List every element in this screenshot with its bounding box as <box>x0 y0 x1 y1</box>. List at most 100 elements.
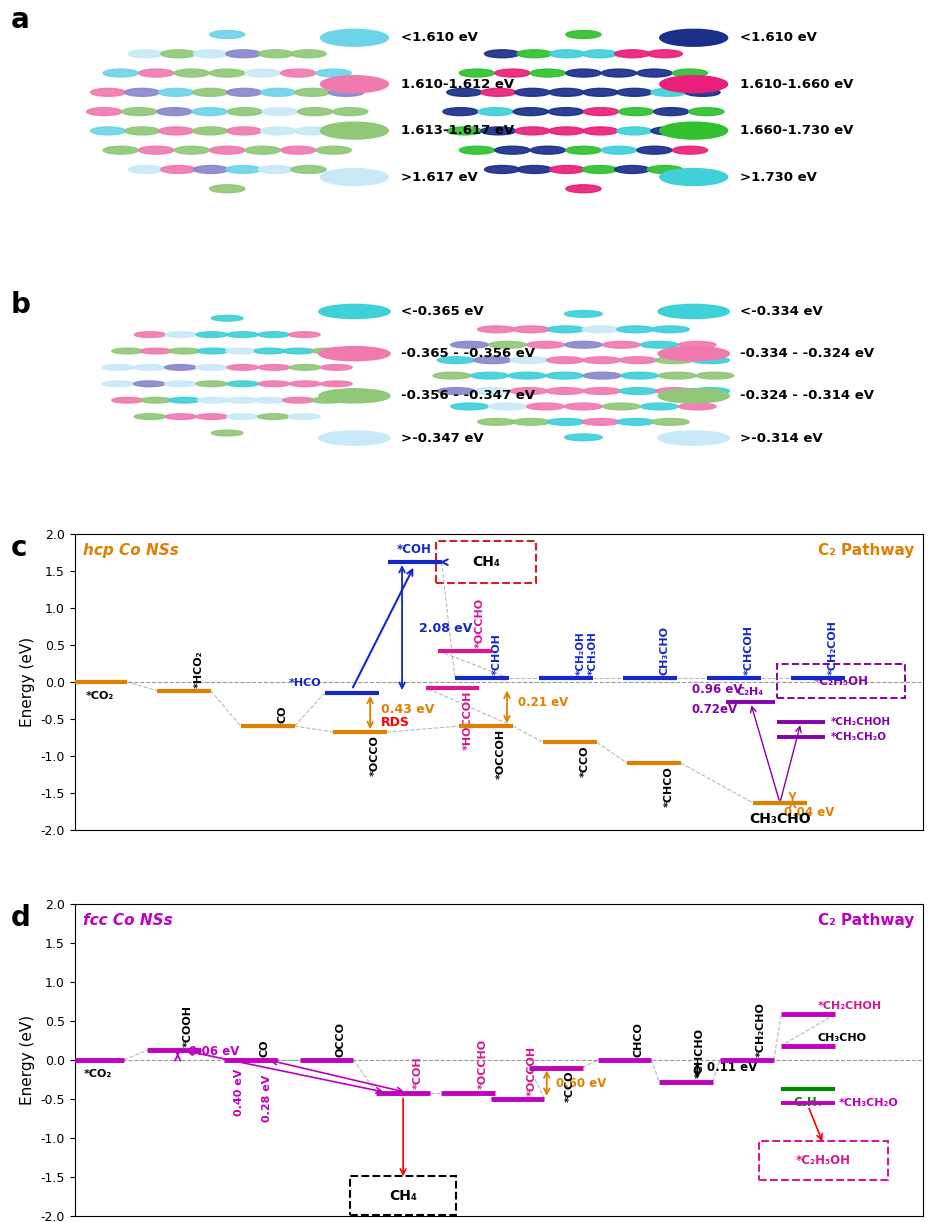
Ellipse shape <box>621 373 659 379</box>
Ellipse shape <box>619 357 657 364</box>
Ellipse shape <box>282 348 314 354</box>
Ellipse shape <box>210 147 245 154</box>
Ellipse shape <box>433 373 471 379</box>
Ellipse shape <box>227 381 258 386</box>
Ellipse shape <box>103 381 134 386</box>
Ellipse shape <box>165 331 197 337</box>
Text: *CHOH: *CHOH <box>492 633 502 675</box>
Text: <1.610 eV: <1.610 eV <box>401 32 478 44</box>
Ellipse shape <box>692 387 730 395</box>
Ellipse shape <box>258 381 290 386</box>
Text: CO: CO <box>278 705 288 723</box>
Ellipse shape <box>290 364 321 370</box>
Ellipse shape <box>295 127 330 134</box>
Ellipse shape <box>548 108 583 116</box>
Ellipse shape <box>129 165 163 174</box>
Text: *C₂H₅OH: *C₂H₅OH <box>814 676 869 688</box>
Ellipse shape <box>258 414 289 419</box>
Text: *CHCO: *CHCO <box>664 766 674 807</box>
Ellipse shape <box>212 315 243 321</box>
Ellipse shape <box>459 147 495 154</box>
Ellipse shape <box>311 348 343 354</box>
Circle shape <box>321 169 389 186</box>
Text: <1.610 eV: <1.610 eV <box>740 32 817 44</box>
Ellipse shape <box>689 108 724 116</box>
Ellipse shape <box>311 397 343 403</box>
Ellipse shape <box>321 364 352 370</box>
Text: RDS: RDS <box>381 716 410 730</box>
Ellipse shape <box>565 310 602 318</box>
Ellipse shape <box>125 127 159 134</box>
Ellipse shape <box>488 403 527 409</box>
Ellipse shape <box>619 108 653 116</box>
Ellipse shape <box>565 434 602 441</box>
Ellipse shape <box>125 88 159 97</box>
Ellipse shape <box>617 88 652 97</box>
Ellipse shape <box>112 397 144 403</box>
Ellipse shape <box>174 70 210 77</box>
Text: *OCCHO: *OCCHO <box>475 598 486 648</box>
Ellipse shape <box>640 341 678 348</box>
Ellipse shape <box>157 108 192 116</box>
Ellipse shape <box>134 331 166 337</box>
Ellipse shape <box>196 364 227 370</box>
Ellipse shape <box>640 403 678 409</box>
Ellipse shape <box>281 147 316 154</box>
Ellipse shape <box>647 165 682 174</box>
Text: *CCO: *CCO <box>565 1070 575 1102</box>
Text: 0.04 eV: 0.04 eV <box>784 807 834 819</box>
Ellipse shape <box>90 88 126 97</box>
Ellipse shape <box>549 88 584 97</box>
Text: CH₄: CH₄ <box>472 555 500 569</box>
Ellipse shape <box>527 403 564 409</box>
Ellipse shape <box>226 127 262 134</box>
Ellipse shape <box>258 50 294 57</box>
Ellipse shape <box>514 88 550 97</box>
Text: CO: CO <box>259 1039 269 1057</box>
Ellipse shape <box>446 127 482 134</box>
Text: <-0.365 eV: <-0.365 eV <box>401 306 484 318</box>
Ellipse shape <box>617 418 654 425</box>
Ellipse shape <box>112 348 144 354</box>
Ellipse shape <box>291 50 326 57</box>
Ellipse shape <box>316 147 351 154</box>
Ellipse shape <box>281 70 316 77</box>
Ellipse shape <box>651 418 689 425</box>
Ellipse shape <box>473 387 512 395</box>
Ellipse shape <box>165 414 197 419</box>
Ellipse shape <box>210 31 245 38</box>
Ellipse shape <box>530 147 566 154</box>
Text: C₂H₄: C₂H₄ <box>737 687 764 697</box>
Ellipse shape <box>478 418 515 425</box>
Ellipse shape <box>653 108 689 116</box>
Ellipse shape <box>165 364 197 370</box>
Ellipse shape <box>495 70 530 77</box>
Text: C₂ Pathway: C₂ Pathway <box>817 543 914 558</box>
Ellipse shape <box>226 88 262 97</box>
Text: -0.324 - -0.314 eV: -0.324 - -0.314 eV <box>740 390 874 402</box>
Ellipse shape <box>647 50 682 57</box>
Ellipse shape <box>133 364 165 370</box>
Ellipse shape <box>198 348 228 354</box>
Ellipse shape <box>103 70 138 77</box>
Text: *CO₂: *CO₂ <box>83 1069 112 1079</box>
Text: *OCCOH: *OCCOH <box>527 1046 537 1096</box>
Text: C₂ Pathway: C₂ Pathway <box>817 913 914 927</box>
Ellipse shape <box>546 387 584 395</box>
Circle shape <box>658 304 730 319</box>
Ellipse shape <box>651 127 686 134</box>
Ellipse shape <box>226 331 258 337</box>
Text: 0.40 eV: 0.40 eV <box>234 1069 244 1116</box>
Text: 1.610-1.660 eV: 1.610-1.660 eV <box>740 78 854 90</box>
Text: *CO₂: *CO₂ <box>86 690 114 700</box>
Ellipse shape <box>443 108 478 116</box>
Ellipse shape <box>617 326 654 332</box>
Ellipse shape <box>333 108 368 116</box>
Text: *COH: *COH <box>412 1057 422 1089</box>
Ellipse shape <box>103 147 138 154</box>
Ellipse shape <box>481 127 516 134</box>
Circle shape <box>660 169 728 186</box>
Ellipse shape <box>685 88 720 97</box>
Ellipse shape <box>459 70 495 77</box>
Text: *CHCOH: *CHCOH <box>744 626 754 675</box>
